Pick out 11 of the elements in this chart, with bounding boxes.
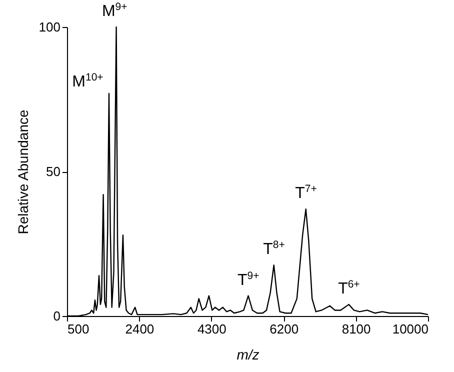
y-axis-title: Relative Abundance xyxy=(14,110,31,234)
x-tick-label: 2400 xyxy=(125,322,154,336)
y-tick-label: 0 xyxy=(53,308,60,324)
x-tick-label: 500 xyxy=(68,322,90,336)
x-tick-label: 8100 xyxy=(342,322,371,336)
y-tick-label: 50 xyxy=(46,164,60,179)
x-axis-title: m/z xyxy=(236,346,260,362)
x-tick-label: 10000 xyxy=(392,322,428,336)
x-tick-label: 6200 xyxy=(270,322,299,336)
y-tick-label: 100 xyxy=(38,20,60,34)
x-tick-label: 4300 xyxy=(197,322,226,336)
